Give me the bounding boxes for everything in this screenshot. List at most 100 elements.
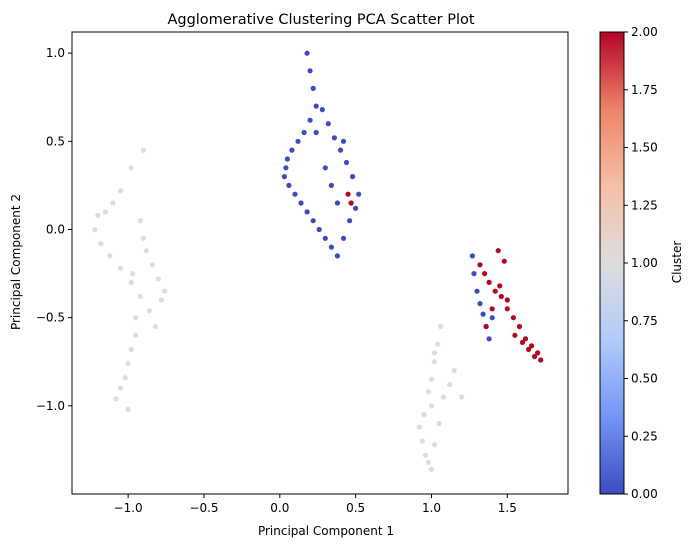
x-tick-label: −1.0 [114,501,143,515]
scatter-point-cluster-2 [498,293,504,300]
scatter-point-cluster-0 [301,129,307,136]
scatter-point-cluster-2 [495,248,501,254]
y-tick-label: 0.5 [46,134,65,148]
scatter-point-cluster-2 [486,279,492,285]
colorbar-tick-label: 0.25 [631,429,658,443]
scatter-point-cluster-0 [316,226,322,233]
scatter-point-cluster-0 [328,244,334,250]
scatter-point-cluster-0 [343,159,350,166]
x-axis-ticks: −1.0 −0.5 0.0 0.5 1.0 1.5 [114,494,517,515]
scatter-point-cluster-2 [504,297,510,303]
scatter-point-cluster-0 [356,191,362,197]
scatter-point-cluster-2 [497,283,503,289]
y-tick-label: 0.0 [46,222,65,236]
scatter-point-cluster-0 [322,235,328,241]
scatter-point-cluster-1 [149,262,155,268]
scatter-point-cluster-2 [501,258,507,264]
scatter-point-cluster-1 [436,420,442,427]
colorbar-ticks: 2.00 1.75 1.50 1.25 1.00 0.75 0.50 0.25 0.00 [624,25,658,501]
scatter-point-cluster-2 [510,315,516,321]
scatter-point-cluster-0 [284,156,290,162]
scatter-point-cluster-0 [304,50,310,56]
colorbar-tick-label: 0.00 [631,487,658,501]
scatter-point-cluster-1 [421,412,427,418]
scatter-point-cluster-2 [483,323,489,330]
scatter-point-cluster-1 [146,308,152,314]
scatter-point-cluster-1 [107,253,113,259]
plot-frame [71,31,569,495]
scatter-point-cluster-0 [474,288,480,294]
scatter-point-cluster-1 [161,288,168,294]
scatter-point-cluster-1 [438,323,444,330]
scatter-point-cluster-0 [310,218,316,224]
scatter-point-cluster-1 [133,315,139,321]
x-tick-label: 0.5 [346,501,365,515]
scatter-point-cluster-0 [313,129,319,136]
scatter-point-cluster-0 [331,135,337,141]
scatter-point-cluster-2 [535,350,541,356]
scatter-point-cluster-1 [441,394,447,400]
scatter-point-cluster-2 [522,336,529,342]
x-tick-label: 0.0 [270,501,289,515]
colorbar-tick-label: 1.00 [631,256,658,270]
scatter-point-cluster-0 [328,182,334,188]
scatter-point-cluster-1 [428,403,435,409]
scatter-point-cluster-2 [512,332,518,338]
scatter-point-cluster-1 [140,235,146,241]
scatter-point-cluster-1 [152,323,158,330]
y-axis-ticks: 1.0 0.5 0.0 −0.5 −1.0 [36,46,72,413]
scatter-point-cluster-0 [337,147,344,153]
scatter-point-cluster-2 [529,343,535,349]
scatter-point-cluster-1 [155,276,162,282]
scatter-point-cluster-2 [492,288,498,294]
scatter-point-cluster-1 [117,265,124,271]
scatter-point-cluster-1 [158,297,165,303]
scatter-point-cluster-0 [340,235,347,241]
scatter-point-cluster-0 [347,218,353,224]
scatter-point-cluster-2 [477,262,483,268]
scatter-point-cluster-0 [283,165,289,171]
scatter-point-cluster-0 [307,68,313,74]
scatter-point-cluster-0 [469,253,475,259]
scatter-point-cluster-2 [345,191,351,197]
scatter-point-cluster-1 [130,271,136,277]
scatter-point-cluster-2 [504,306,510,312]
scatter-point-cluster-0 [334,253,340,259]
scatter-point-cluster-0 [334,200,340,206]
scatter-point-cluster-1 [128,165,134,171]
scatter-point-cluster-1 [128,279,134,285]
scatter-point-cluster-1 [431,359,438,365]
scatter-point-cluster-0 [304,209,310,215]
colorbar-tick-label: 1.50 [631,141,658,155]
scatter-point-cluster-1 [92,226,98,233]
scatter-point-cluster-1 [113,396,119,402]
scatter-point-cluster-0 [286,182,292,188]
scatter-point-cluster-2 [538,357,544,363]
scatter-point-cluster-1 [459,394,465,400]
scatter-point-cluster-1 [416,424,422,430]
scatter-point-cluster-1 [435,341,441,347]
scatter-point-cluster-1 [140,147,146,153]
y-axis-label: Principal Component 2 [9,194,23,330]
scatter-point-cluster-2 [516,323,523,330]
colorbar-tick-label: 0.50 [631,372,658,386]
scatter-point-cluster-1 [422,452,428,458]
scatter-point-cluster-1 [425,389,432,395]
scatter-point-cluster-0 [289,147,295,153]
scatter-point-cluster-0 [486,336,492,342]
scatter-point-cluster-1 [428,466,435,472]
scatter-point-cluster-1 [425,459,432,465]
scatter-point-cluster-1 [137,218,143,224]
scatter-point-cluster-2 [526,346,532,352]
scatter-point-cluster-0 [471,271,477,277]
scatter-point-cluster-0 [295,138,301,144]
scatter-point-cluster-1 [102,209,108,215]
scatter-point-cluster-0 [322,165,328,171]
scatter-point-cluster-2 [489,306,495,312]
scatter-point-cluster-2 [532,353,538,360]
y-tick-label: −1.0 [36,399,65,413]
scatter-point-cluster-1 [122,375,128,381]
scatter-point-cluster-1 [128,346,134,352]
colorbar-tick-label: 0.75 [631,314,658,328]
